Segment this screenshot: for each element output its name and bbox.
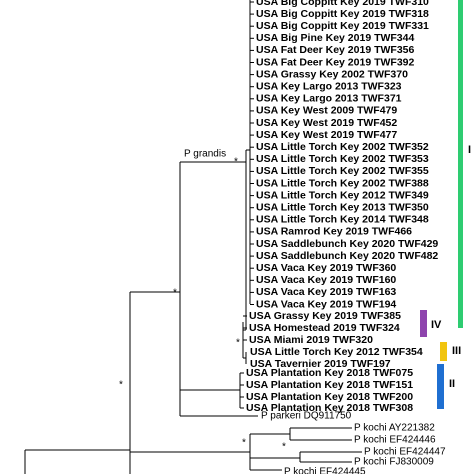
leaf-label: USA Big Pine Key 2019 TWF344 (256, 32, 414, 44)
leaf-label: USA Key West 2009 TWF479 (256, 105, 397, 117)
outgroup-label: P kochi EF424445 (284, 467, 366, 474)
leaf-label: USA Saddlebunch Key 2020 TWF429 (256, 238, 438, 250)
leaf-label: USA Big Coppitt Key 2019 TWF310 (256, 0, 429, 8)
leaf-label: USA Saddlebunch Key 2020 TWF482 (256, 250, 438, 262)
leaf-label: USA Little Torch Key 2002 TWF388 (256, 177, 429, 189)
leaf-label: USA Vaca Key 2019 TWF160 (256, 274, 396, 286)
support-mark: * (282, 442, 286, 453)
leaf-label: USA Little Torch Key 2012 TWF354 (250, 346, 423, 358)
node-label: P grandis (184, 149, 226, 160)
leaf-label: USA Key Largo 2013 TWF371 (256, 93, 402, 105)
outgroup-label: P kochi EF424446 (354, 435, 436, 446)
leaf-label: USA Vaca Key 2019 TWF163 (256, 286, 396, 298)
leaf-label: USA Little Torch Key 2012 TWF349 (256, 189, 429, 201)
leaf-label: USA Fat Deer Key 2019 TWF356 (256, 44, 415, 56)
clade-label: III (452, 345, 461, 357)
leaf-label: USA Grassy Key 2002 TWF370 (256, 68, 408, 80)
outgroup-label: P parkeri DQ911750 (261, 411, 352, 422)
outgroup-label: P kochi EF424447 (364, 447, 446, 458)
clade-label: II (449, 378, 455, 390)
clade-bar (437, 364, 444, 409)
leaf-label: USA Little Torch Key 2002 TWF355 (256, 165, 429, 177)
leaf-label: USA Plantation Key 2018 TWF308 (246, 402, 413, 414)
leaf-label: USA Ramrod Key 2019 TWF466 (256, 226, 412, 238)
support-mark: * (236, 338, 240, 349)
leaf-label: USA Big Coppitt Key 2019 TWF331 (256, 20, 429, 32)
clade-label: IV (431, 319, 442, 331)
tree-branches (24, 0, 362, 474)
clade-bar (420, 310, 427, 337)
support-mark: * (173, 288, 177, 299)
leaf-label: USA Fat Deer Key 2019 TWF392 (256, 56, 415, 68)
leaf-label: USA Key Largo 2013 TWF323 (256, 80, 402, 92)
leaf-label: USA Vaca Key 2019 TWF194 (256, 298, 396, 310)
support-mark: * (242, 438, 246, 449)
leaf-label: USA Plantation Key 2018 TWF151 (246, 379, 413, 391)
leaf-label: USA Key West 2019 TWF477 (256, 129, 397, 141)
support-mark: * (234, 157, 238, 168)
leaf-label: USA Homestead 2019 TWF324 (249, 322, 400, 334)
leaf-label: USA Big Coppitt Key 2019 TWF318 (256, 8, 429, 20)
clade-bar (440, 342, 447, 361)
outgroup-label: P kochi AY221382 (354, 423, 435, 434)
support-mark: * (119, 380, 123, 391)
leaf-label: USA Little Torch Key 2013 TWF350 (256, 201, 429, 213)
clade-bar (458, 0, 463, 328)
leaf-label: USA Tavernier 2019 TWF197 (250, 358, 391, 370)
leaf-label: USA Little Torch Key 2002 TWF352 (256, 141, 429, 153)
clade-label: I (468, 144, 471, 156)
leaf-label: USA Plantation Key 2018 TWF075 (246, 367, 413, 379)
leaf-label: USA Plantation Key 2018 TWF200 (246, 391, 413, 403)
leaf-label: USA Grassy Key 2019 TWF385 (249, 310, 401, 322)
leaf-label: USA Little Torch Key 2014 TWF348 (256, 214, 429, 226)
outgroup-label: P kochi FJ830009 (354, 457, 434, 468)
leaf-label: USA Vaca Key 2019 TWF360 (256, 262, 396, 274)
leaf-label: USA Key West 2019 TWF452 (256, 117, 397, 129)
leaf-label: USA Little Torch Key 2002 TWF353 (256, 153, 429, 165)
leaf-label: USA Miami 2019 TWF320 (249, 334, 373, 346)
